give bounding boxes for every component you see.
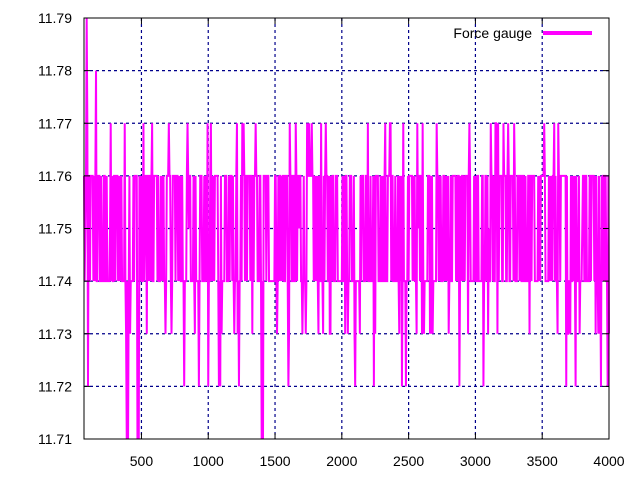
- y-tick-label: 11.73: [38, 326, 72, 342]
- x-tick-label: 2000: [326, 453, 357, 469]
- y-tick-label: 11.74: [38, 273, 72, 289]
- y-tick-label: 11.75: [38, 221, 72, 237]
- y-tick-label: 11.72: [38, 378, 72, 394]
- y-tick-label: 11.77: [38, 115, 72, 131]
- y-tick-label: 11.79: [38, 10, 72, 26]
- series-force-gauge: [83, 17, 610, 440]
- x-tick-label: 3500: [527, 453, 558, 469]
- x-tick-label: 3000: [460, 453, 491, 469]
- legend-label: Force gauge: [453, 25, 532, 41]
- x-tick-label: 4000: [593, 453, 624, 469]
- force-gauge-line: [83, 17, 610, 440]
- y-tick-label: 11.78: [38, 63, 72, 79]
- legend: Force gauge: [453, 25, 592, 41]
- axis-ticks: 500 1000 1500 2000 2500 3000 3500 4000 11.71 11.7…: [38, 10, 625, 469]
- x-tick-label: 1000: [193, 453, 224, 469]
- x-tick-label: 500: [130, 453, 154, 469]
- y-tick-label: 11.71: [38, 431, 72, 447]
- y-tick-label: 11.76: [38, 168, 72, 184]
- x-tick-label: 2500: [393, 453, 424, 469]
- x-tick-label: 1500: [259, 453, 290, 469]
